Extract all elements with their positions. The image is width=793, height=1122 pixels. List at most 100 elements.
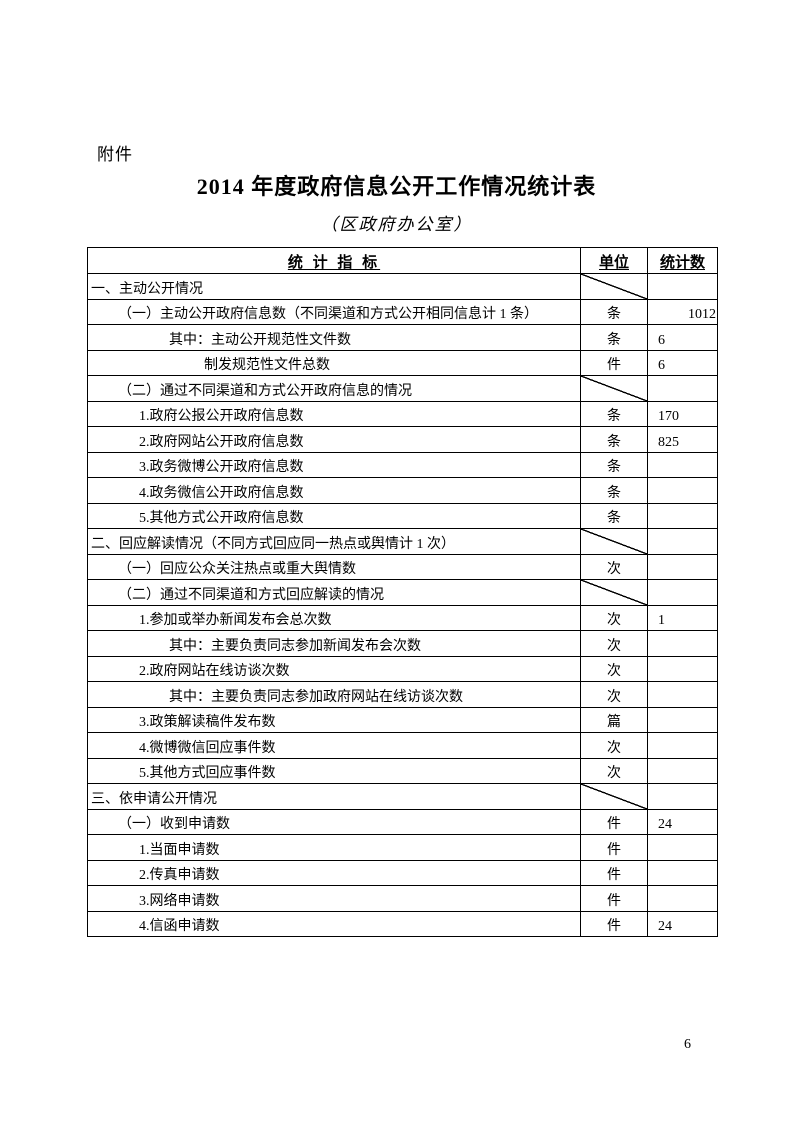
unit-cell: 条 (580, 451, 648, 478)
unit-cell: 件 (580, 349, 648, 376)
indicator-cell: （一）回应公众关注热点或重大舆情数 (87, 553, 581, 580)
value-cell (647, 834, 718, 861)
unit-cell-diagonal (580, 783, 648, 810)
table-row: 1.政府公报公开政府信息数 条 170 (87, 400, 718, 427)
header-indicator-label: 统 计 指 标 (287, 255, 381, 271)
value-cell (647, 502, 718, 529)
indicator-cell: （二）通过不同渠道和方式回应解读的情况 (87, 579, 581, 606)
value-cell: 825 (647, 426, 718, 453)
unit-cell: 次 (580, 630, 648, 657)
table-row: 5.其他方式公开政府信息数 条 (87, 502, 718, 529)
indicator-cell: 4.信函申请数 (87, 910, 581, 937)
value-cell: 1012 (647, 298, 718, 325)
unit-cell: 条 (580, 426, 648, 453)
indicator-cell: 2.政府网站公开政府信息数 (87, 426, 581, 453)
indicator-cell: 一、主动公开情况 (87, 273, 581, 300)
indicator-cell: 其中：主要负责同志参加新闻发布会次数 (87, 630, 581, 657)
document-title: 2014 年度政府信息公开工作情况统计表 (196, 174, 597, 199)
unit-cell: 条 (580, 298, 648, 325)
indicator-cell: 其中：主要负责同志参加政府网站在线访谈次数 (87, 681, 581, 708)
table-row: （一）收到申请数 件 24 (87, 808, 718, 835)
indicator-cell: 1.参加或举办新闻发布会总次数 (87, 604, 581, 631)
unit-cell: 条 (580, 400, 648, 427)
indicator-cell: 制发规范性文件总数 (87, 349, 581, 376)
table-row: （一）主动公开政府信息数（不同渠道和方式公开相同信息计 1 条） 条 1012 (87, 298, 718, 325)
table-row: 3.政策解读稿件发布数 篇 (87, 706, 718, 733)
indicator-cell: 2.政府网站在线访谈次数 (87, 655, 581, 682)
statistics-table: 统 计 指 标 单位 统计数 一、主动公开情况 （一）主动公开政府信息数（不同渠… (87, 247, 718, 937)
table-row: 其中：主要负责同志参加新闻发布会次数 次 (87, 630, 718, 657)
indicator-cell: 3.政务微博公开政府信息数 (87, 451, 581, 478)
indicator-cell: 三、依申请公开情况 (87, 783, 581, 810)
value-cell (647, 783, 718, 810)
unit-cell: 件 (580, 834, 648, 861)
unit-cell-diagonal (580, 375, 648, 402)
unit-cell: 件 (580, 808, 648, 835)
indicator-cell: （一）收到申请数 (87, 808, 581, 835)
value-cell (647, 375, 718, 402)
table-row: 3.网络申请数 件 (87, 885, 718, 912)
indicator-cell: （一）主动公开政府信息数（不同渠道和方式公开相同信息计 1 条） (87, 298, 581, 325)
unit-cell: 次 (580, 681, 648, 708)
indicator-cell: （二）通过不同渠道和方式公开政府信息的情况 (87, 375, 581, 402)
indicator-cell: 5.其他方式公开政府信息数 (87, 502, 581, 529)
value-cell (647, 681, 718, 708)
table-header-row: 统 计 指 标 单位 统计数 (87, 247, 718, 274)
indicator-cell: 其中：主动公开规范性文件数 (87, 324, 581, 351)
indicator-cell: 3.网络申请数 (87, 885, 581, 912)
value-cell (647, 553, 718, 580)
value-cell: 6 (647, 349, 718, 376)
value-cell (647, 655, 718, 682)
indicator-cell: 4.微博微信回应事件数 (87, 732, 581, 759)
indicator-cell: 2.传真申请数 (87, 859, 581, 886)
value-cell: 6 (647, 324, 718, 351)
value-cell (647, 706, 718, 733)
unit-cell: 件 (580, 885, 648, 912)
indicator-cell: 1.当面申请数 (87, 834, 581, 861)
indicator-cell: 3.政策解读稿件发布数 (87, 706, 581, 733)
value-cell: 170 (647, 400, 718, 427)
table-row: 2.政府网站公开政府信息数 条 825 (87, 426, 718, 453)
header-unit-label: 单位 (598, 255, 629, 271)
value-cell (647, 757, 718, 784)
table-row: 2.政府网站在线访谈次数 次 (87, 655, 718, 682)
table-row: （二）通过不同渠道和方式回应解读的情况 (87, 579, 718, 606)
document-subtitle: （区政府办公室） (320, 215, 473, 234)
table-row: 4.政务微信公开政府信息数 条 (87, 477, 718, 504)
table-row: 一、主动公开情况 (87, 273, 718, 300)
indicator-cell: 1.政府公报公开政府信息数 (87, 400, 581, 427)
unit-cell: 次 (580, 757, 648, 784)
indicator-cell: 二、回应解读情况（不同方式回应同一热点或舆情计 1 次） (87, 528, 581, 555)
indicator-cell: 5.其他方式回应事件数 (87, 757, 581, 784)
value-cell (647, 528, 718, 555)
unit-cell: 篇 (580, 706, 648, 733)
unit-cell: 条 (580, 477, 648, 504)
value-cell: 24 (647, 910, 718, 937)
value-cell (647, 273, 718, 300)
table-row: 三、依申请公开情况 (87, 783, 718, 810)
table-row: 2.传真申请数 件 (87, 859, 718, 886)
unit-cell: 件 (580, 859, 648, 886)
page-number: 6 (684, 1037, 691, 1052)
value-cell: 24 (647, 808, 718, 835)
table-row: 4.信函申请数 件 24 (87, 910, 718, 937)
value-cell (647, 859, 718, 886)
table-row: 5.其他方式回应事件数 次 (87, 757, 718, 784)
table-row: 4.微博微信回应事件数 次 (87, 732, 718, 759)
unit-cell: 次 (580, 604, 648, 631)
header-count: 统计数 (647, 247, 718, 274)
table-row: 3.政务微博公开政府信息数 条 (87, 451, 718, 478)
unit-cell: 次 (580, 732, 648, 759)
value-cell (647, 579, 718, 606)
table-row: 其中：主要负责同志参加政府网站在线访谈次数 次 (87, 681, 718, 708)
table-row: 1.参加或举办新闻发布会总次数 次 1 (87, 604, 718, 631)
value-cell: 1 (647, 604, 718, 631)
value-cell (647, 451, 718, 478)
table-row: 二、回应解读情况（不同方式回应同一热点或舆情计 1 次） (87, 528, 718, 555)
unit-cell-diagonal (580, 273, 648, 300)
unit-cell: 次 (580, 655, 648, 682)
unit-cell-diagonal (580, 528, 648, 555)
unit-cell: 件 (580, 910, 648, 937)
value-cell (647, 630, 718, 657)
unit-cell: 次 (580, 553, 648, 580)
